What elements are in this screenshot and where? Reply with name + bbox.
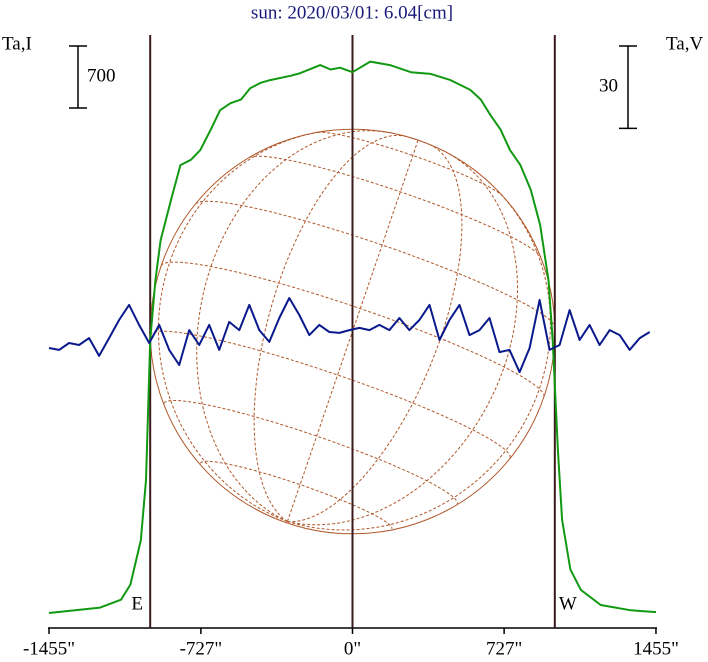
x-tick-label: 727" xyxy=(486,638,522,659)
scale-label: 30 xyxy=(599,76,618,97)
heliographic-grid xyxy=(286,140,419,522)
heliographic-grid xyxy=(160,261,545,398)
limb-label: W xyxy=(559,593,577,614)
heliographic-grid xyxy=(196,130,387,522)
heliographic-grid xyxy=(317,131,503,196)
x-tick-label: -1455" xyxy=(23,638,75,659)
scale-label: 700 xyxy=(87,65,116,86)
x-tick-label: 1455" xyxy=(633,638,679,659)
heliographic-grid xyxy=(287,144,463,523)
y-axis-label: Ta,I xyxy=(2,33,32,54)
heliographic-grid xyxy=(287,152,519,526)
heliographic-grid xyxy=(195,200,556,328)
limb-label: E xyxy=(131,593,143,614)
data-line xyxy=(48,297,651,374)
heliographic-grid xyxy=(253,134,406,522)
heliographic-grid xyxy=(149,330,511,459)
heliographic-grid xyxy=(158,130,328,522)
data-line xyxy=(48,60,657,614)
heliographic-grid xyxy=(163,400,458,504)
chart-title: sun: 2020/03/01: 6.04[cm] xyxy=(251,2,453,23)
heliographic-grid xyxy=(287,187,551,531)
x-tick-label: -727" xyxy=(180,638,223,659)
x-tick-label: 0" xyxy=(344,638,361,659)
heliographic-grid xyxy=(248,155,542,258)
heliographic-grid xyxy=(199,460,393,529)
y2-axis-label: Ta,V xyxy=(666,33,703,54)
